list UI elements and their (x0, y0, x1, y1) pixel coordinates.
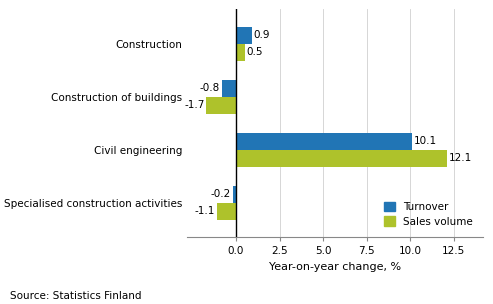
Bar (236, 133, 412, 150)
Bar (217, 203, 236, 219)
Bar (207, 97, 236, 114)
Bar (233, 186, 236, 203)
Bar (236, 27, 252, 43)
Text: Source: Statistics Finland: Source: Statistics Finland (10, 291, 141, 301)
X-axis label: Year-on-year change, %: Year-on-year change, % (269, 262, 401, 272)
Bar (222, 80, 236, 97)
Text: 12.1: 12.1 (449, 153, 472, 163)
Bar (236, 150, 447, 167)
Bar (236, 43, 245, 60)
Text: -0.8: -0.8 (200, 83, 220, 93)
Text: -0.2: -0.2 (210, 189, 231, 199)
Text: 0.9: 0.9 (254, 30, 270, 40)
Legend: Turnover, Sales volume: Turnover, Sales volume (379, 197, 478, 232)
Text: 10.1: 10.1 (414, 136, 437, 146)
Text: -1.7: -1.7 (184, 100, 205, 110)
Text: -1.1: -1.1 (194, 206, 215, 216)
Text: 0.5: 0.5 (247, 47, 263, 57)
